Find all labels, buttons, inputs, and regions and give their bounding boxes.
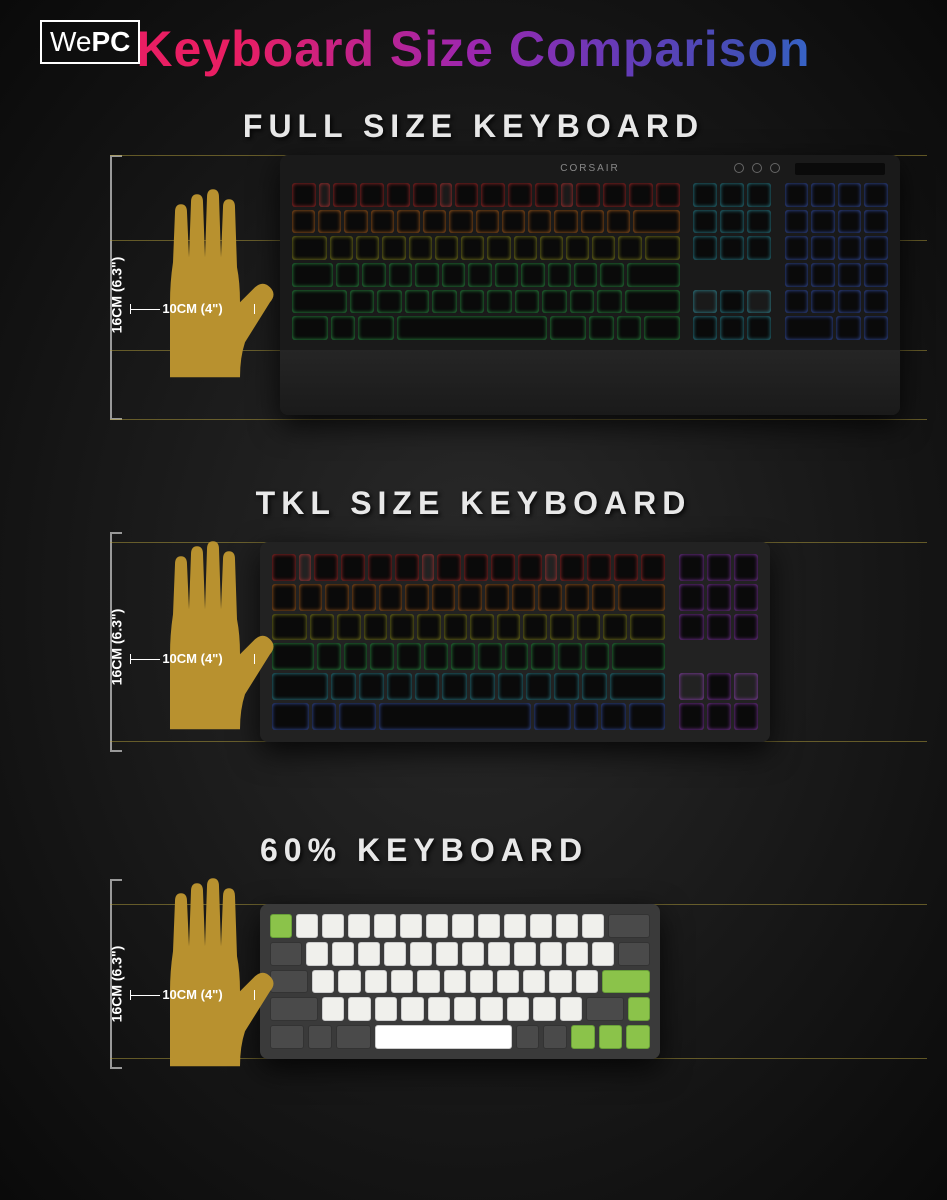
key-rows: [270, 914, 650, 1049]
logo: WePC: [40, 20, 140, 64]
page-title: Keyboard Size Comparison: [0, 0, 947, 78]
sixty-heading: 60% KEYBOARD: [0, 832, 947, 869]
section-tkl: TKL SIZE KEYBOARD 16CM (6.3") 10CM (4"): [0, 485, 947, 762]
key-rows: [272, 554, 758, 730]
hand-icon: [125, 182, 285, 387]
keyboard-brand: CORSAIR: [560, 163, 620, 174]
tkl-keyboard: [260, 542, 770, 742]
width-label: 10CM (4"): [158, 987, 226, 1002]
guide-line: [110, 419, 927, 420]
media-icons: [734, 163, 780, 173]
tkl-heading: TKL SIZE KEYBOARD: [0, 485, 947, 522]
height-label: 16CM (6.3"): [108, 257, 124, 334]
sixty-keyboard: [260, 904, 660, 1059]
logo-suffix: PC: [92, 26, 131, 57]
section-full-size: FULL SIZE KEYBOARD 16CM (6.3") 10CM (4")…: [0, 108, 947, 435]
section-sixty: 60% KEYBOARD 16CM (6.3") 10CM (4"): [0, 832, 947, 1089]
media-bar: [795, 163, 885, 175]
width-bracket: 10CM (4"): [130, 995, 255, 997]
width-label: 10CM (4"): [158, 651, 226, 666]
hand-icon: [125, 534, 285, 739]
height-label: 16CM (6.3"): [108, 946, 124, 1023]
height-label: 16CM (6.3"): [108, 609, 124, 686]
full-size-keyboard: CORSAIR: [280, 155, 900, 415]
logo-prefix: We: [50, 26, 92, 57]
width-bracket: 10CM (4"): [130, 309, 255, 311]
hand-icon: [125, 871, 285, 1076]
full-size-heading: FULL SIZE KEYBOARD: [0, 108, 947, 145]
wrist-rest: [280, 350, 900, 415]
width-label: 10CM (4"): [158, 301, 226, 316]
key-rows: [292, 183, 888, 340]
width-bracket: 10CM (4"): [130, 659, 255, 661]
